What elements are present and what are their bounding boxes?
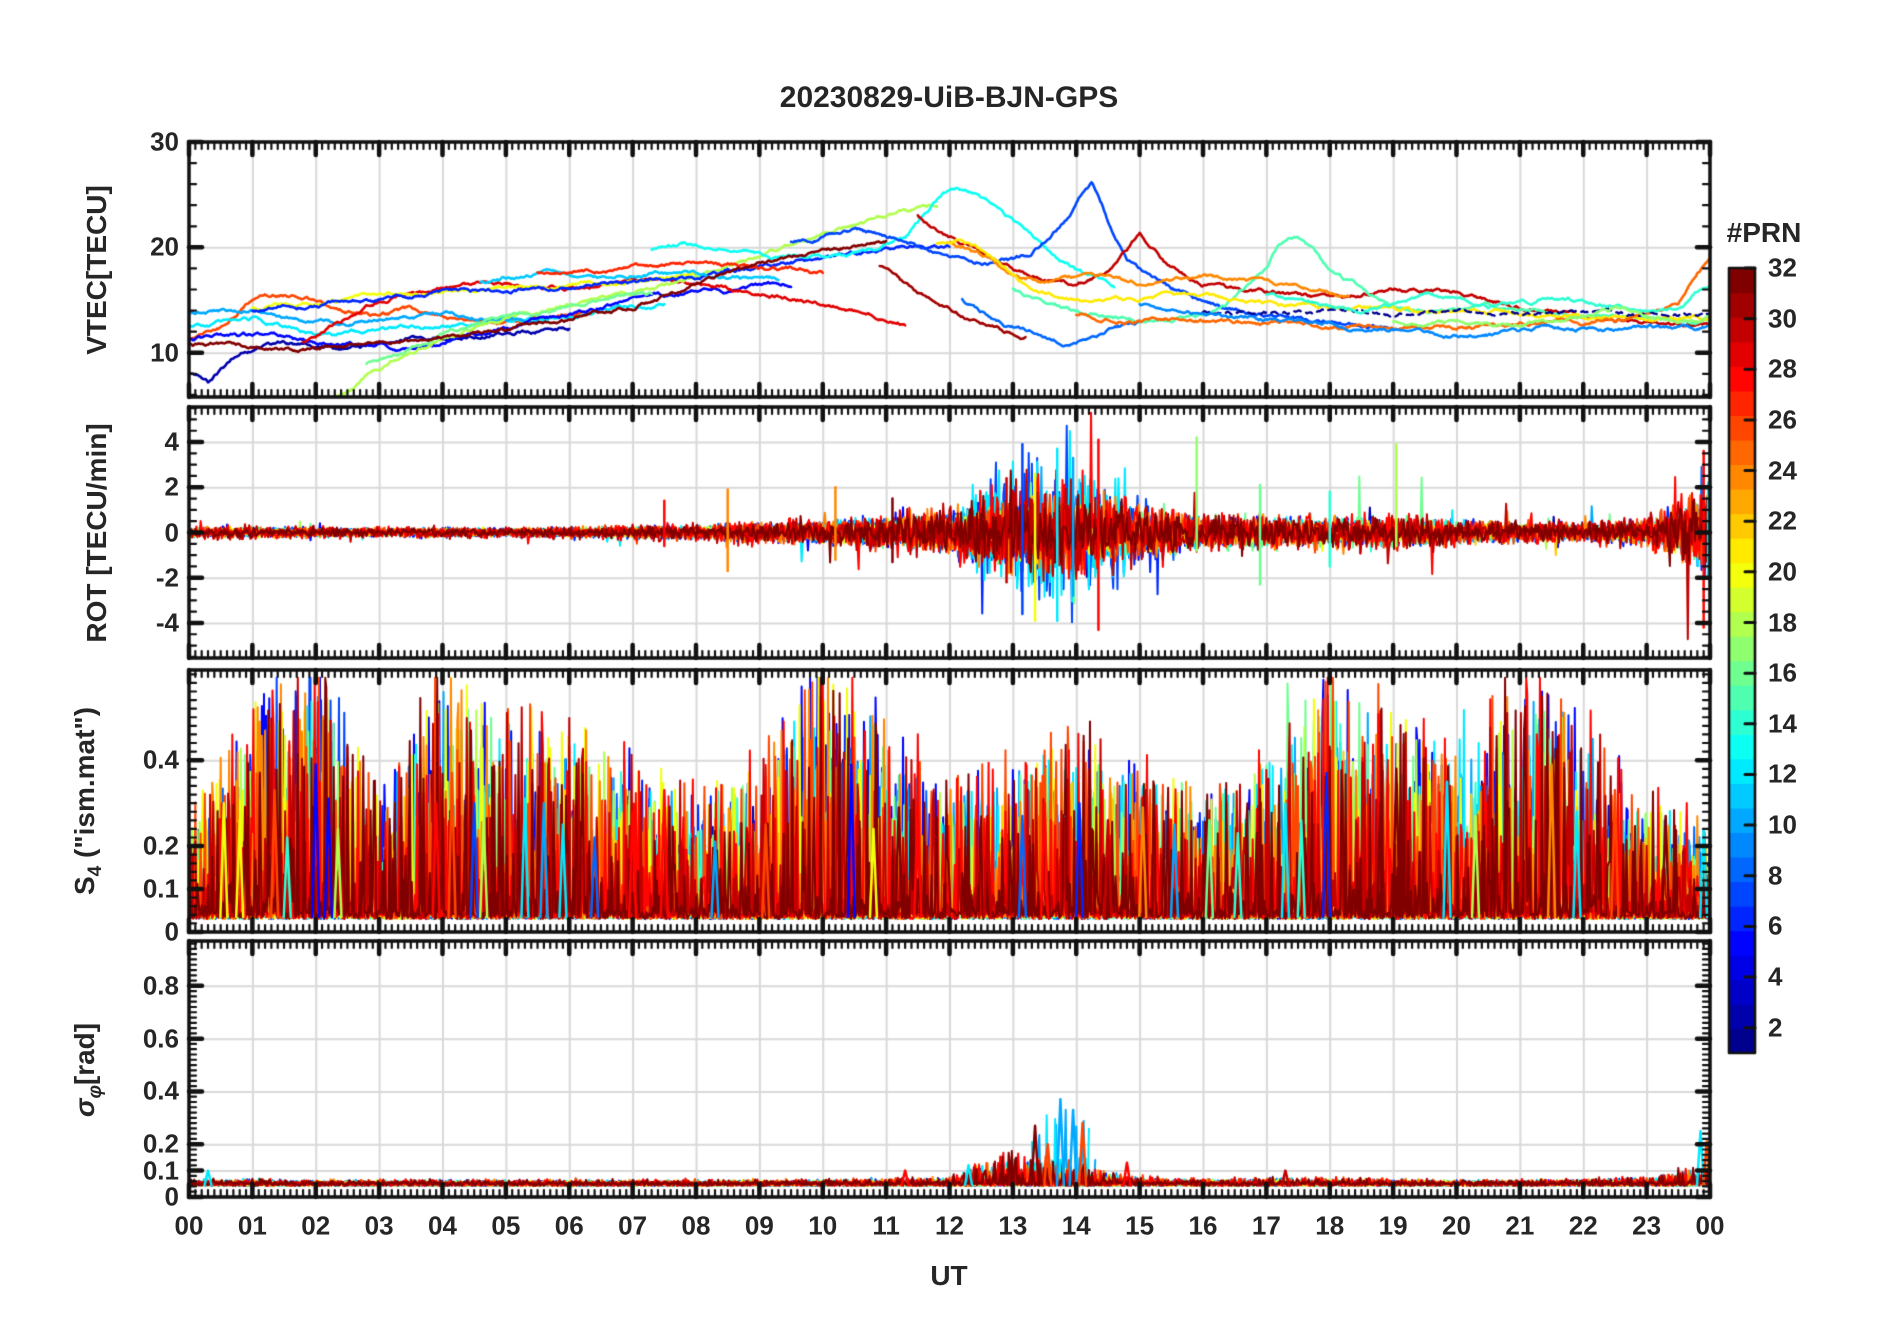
x-tick-label: 16 bbox=[1188, 1210, 1218, 1241]
colorbar-tick-label: 8 bbox=[1768, 860, 1783, 891]
x-tick-label: 17 bbox=[1251, 1210, 1281, 1241]
y-tick-label-vtec: 10 bbox=[150, 337, 179, 368]
x-tick-label: 01 bbox=[237, 1210, 267, 1241]
y-tick-label-rot: 2 bbox=[164, 471, 179, 502]
y-tick-label-rot: 4 bbox=[164, 426, 179, 457]
x-tick-label: 23 bbox=[1632, 1210, 1662, 1241]
colorbar-tick-label: 16 bbox=[1768, 657, 1797, 688]
x-tick-label: 11 bbox=[872, 1210, 900, 1241]
s4-label-main: S bbox=[69, 876, 101, 896]
colorbar-tick-label: 12 bbox=[1768, 758, 1797, 789]
y-tick-label-sig: 0.2 bbox=[142, 1128, 179, 1159]
y-tick-label-rot: -2 bbox=[155, 562, 179, 593]
x-tick-label: 02 bbox=[301, 1210, 331, 1241]
chart-title: 20230829-UiB-BJN-GPS bbox=[779, 81, 1119, 114]
x-tick-label: 18 bbox=[1315, 1210, 1345, 1241]
x-tick-label: 06 bbox=[554, 1210, 584, 1241]
x-tick-label: 13 bbox=[998, 1210, 1028, 1241]
colorbar-tick-label: 26 bbox=[1768, 404, 1797, 435]
x-tick-label: 08 bbox=[681, 1210, 711, 1241]
colorbar-tick-label: 10 bbox=[1768, 809, 1797, 840]
sigma-phi-axis-label: σφ[rad] bbox=[69, 1023, 107, 1117]
y-tick-label-vtec: 30 bbox=[150, 126, 179, 157]
y-tick-label-s4: 0 bbox=[164, 916, 179, 947]
x-tick-label: 19 bbox=[1378, 1210, 1408, 1241]
colorbar-tick-label: 32 bbox=[1768, 252, 1797, 283]
y-tick-label-sig: 0.8 bbox=[142, 970, 179, 1001]
y-tick-label-s4: 0.2 bbox=[142, 830, 179, 861]
colorbar-tick-label: 6 bbox=[1768, 910, 1783, 941]
colorbar-tick-label: 14 bbox=[1768, 708, 1797, 739]
x-tick-label: 22 bbox=[1568, 1210, 1598, 1241]
x-tick-label: 00 bbox=[1695, 1210, 1725, 1241]
x-tick-label: 09 bbox=[744, 1210, 774, 1241]
y-tick-label-rot: 0 bbox=[164, 517, 179, 547]
s4-label-sub: 4 bbox=[84, 865, 106, 877]
y-tick-label-sig: 0.6 bbox=[142, 1023, 179, 1054]
x-tick-label: 05 bbox=[491, 1210, 521, 1241]
x-tick-label: 00 bbox=[174, 1210, 204, 1241]
sigma-label-rest: [rad] bbox=[69, 1022, 101, 1086]
colorbar-tick-label: 20 bbox=[1768, 556, 1797, 587]
y-tick-label-sig: 0.4 bbox=[142, 1075, 179, 1106]
x-tick-label: 20 bbox=[1442, 1210, 1471, 1241]
colorbar-title: #PRN bbox=[1726, 217, 1802, 248]
colorbar-tick-label: 28 bbox=[1768, 353, 1797, 384]
x-tick-label: 14 bbox=[1061, 1210, 1091, 1241]
y-tick-label-s4: 0.4 bbox=[142, 744, 179, 775]
colorbar-tick-label: 18 bbox=[1768, 607, 1797, 638]
y-tick-label-vtec: 20 bbox=[150, 231, 179, 262]
x-tick-label: 04 bbox=[428, 1210, 457, 1241]
rot-axis-label: ROT [TECU/min] bbox=[81, 423, 112, 643]
x-axis-label: UT bbox=[930, 1260, 968, 1291]
s4-label-rest: ("ism.mat") bbox=[69, 706, 101, 866]
colorbar-tick-label: 22 bbox=[1768, 505, 1797, 536]
y-tick-label-sig: 0 bbox=[164, 1181, 179, 1212]
sigma-label-main: σ bbox=[69, 1098, 101, 1118]
s4-axis-label: S4 ("ism.mat") bbox=[69, 707, 107, 895]
y-tick-label-sig: 0.1 bbox=[142, 1155, 179, 1186]
x-tick-label: 03 bbox=[364, 1210, 394, 1241]
colorbar-tick-label: 2 bbox=[1768, 1012, 1783, 1043]
vtec-axis-label: VTEC[TECU] bbox=[81, 185, 112, 355]
x-tick-label: 10 bbox=[808, 1210, 838, 1241]
x-tick-label: 12 bbox=[935, 1210, 964, 1241]
sigma-label-sub: φ bbox=[84, 1085, 106, 1099]
y-tick-label-s4: 0.1 bbox=[142, 873, 179, 904]
x-tick-label: 21 bbox=[1505, 1210, 1535, 1241]
x-tick-label: 07 bbox=[618, 1210, 648, 1241]
colorbar-tick-label: 24 bbox=[1768, 455, 1797, 486]
colorbar-tick-label: 4 bbox=[1768, 961, 1783, 992]
colorbar-tick-label: 30 bbox=[1768, 303, 1797, 334]
y-tick-label-rot: -4 bbox=[155, 607, 179, 638]
x-tick-label: 15 bbox=[1125, 1210, 1155, 1241]
